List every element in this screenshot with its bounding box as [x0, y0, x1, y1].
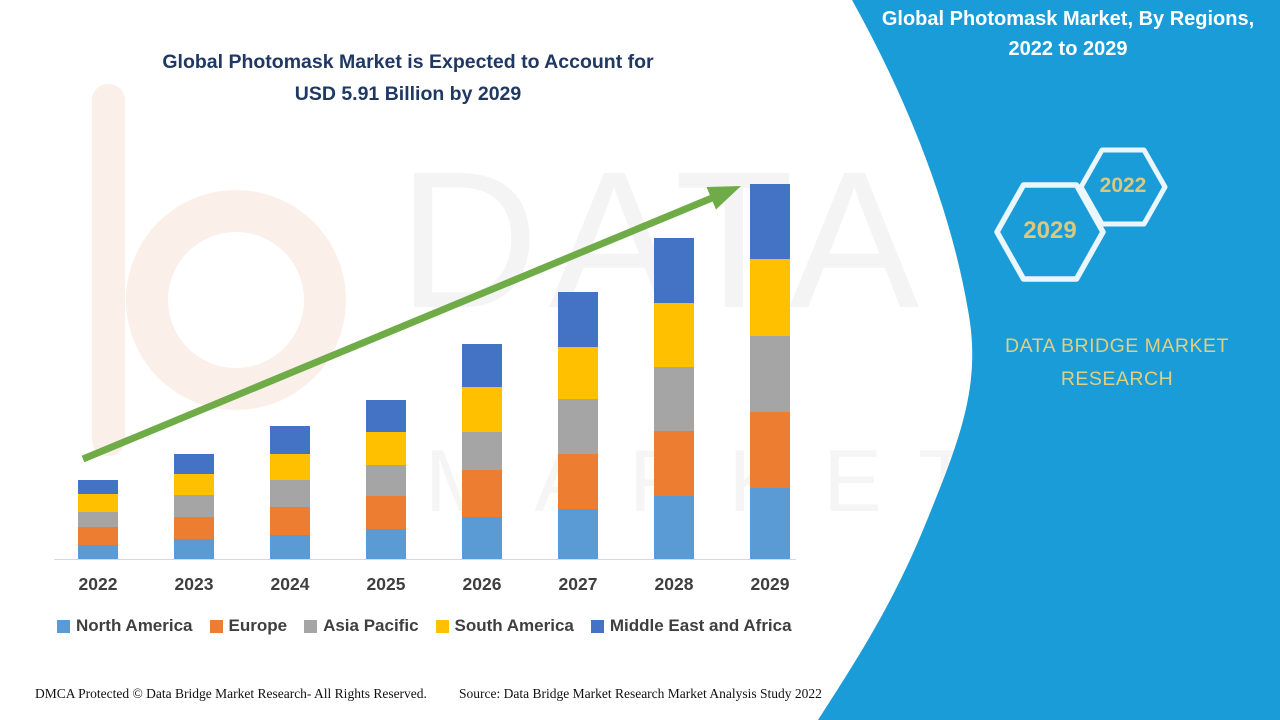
brand-name-line2: RESEARCH [1060, 368, 1174, 390]
stacked-bar-2028 [654, 238, 694, 559]
hexagon-year-2029: 2029 [1023, 217, 1077, 244]
x-axis-label: 2028 [654, 574, 694, 594]
chart-title: Global Photomask Market is Expected to A… [0, 46, 816, 110]
x-axis-label: 2027 [558, 574, 598, 594]
bar-segment [558, 509, 598, 559]
legend-item: Middle East and Africa [590, 616, 792, 636]
legend-label: South America [454, 616, 574, 635]
legend-item: South America [435, 616, 574, 636]
legend-item: Asia Pacific [304, 616, 419, 636]
bar-segment [654, 238, 694, 303]
chart-legend: North America Europe Asia Pacific South Ame… [57, 616, 792, 636]
stacked-bar-2025 [366, 400, 406, 559]
legend-item: North America [57, 616, 193, 636]
bar-segment [462, 432, 502, 470]
bar-segment [366, 496, 406, 529]
bar-segment [78, 494, 118, 512]
legend-label: Middle East and Africa [609, 616, 792, 635]
stacked-bar-2023 [174, 454, 214, 559]
source-text: Source: Data Bridge Market Research Mark… [459, 686, 822, 701]
bar-segment [558, 292, 598, 347]
bar-segment [270, 454, 310, 480]
bar-segment [462, 470, 502, 517]
bar-segment [174, 517, 214, 539]
panel-title: Global Photomask Market, By Regions, 202… [856, 4, 1280, 64]
x-axis-line [54, 559, 796, 560]
bar-segment [558, 454, 598, 509]
bar-segment [78, 512, 118, 527]
bar-segment [654, 367, 694, 431]
legend-item: Europe [209, 616, 288, 636]
bar-segment [78, 527, 118, 545]
bar-segment [654, 496, 694, 559]
x-axis-label: 2024 [270, 574, 310, 594]
chart-title-line2: USD 5.91 Billion by 2029 [294, 83, 522, 105]
bar-segment [174, 495, 214, 517]
legend-swatch [304, 619, 318, 633]
x-axis-label: 2026 [462, 574, 502, 594]
bar-segment [462, 517, 502, 559]
stacked-bar-2022 [78, 480, 118, 559]
bar-segment [558, 347, 598, 399]
x-axis-label: 2029 [750, 574, 790, 594]
legend-label: Europe [228, 616, 288, 635]
bar-segment [270, 507, 310, 535]
bar-segment [174, 474, 214, 495]
dmca-copyright-text: DMCA Protected © Data Bridge Market Rese… [35, 686, 427, 701]
bar-segment [750, 184, 790, 259]
stacked-bar-2026 [462, 344, 502, 559]
bar-segment [750, 488, 790, 559]
bar-segment [366, 529, 406, 559]
legend-label: North America [76, 616, 193, 635]
bar-segment [558, 399, 598, 454]
bar-segment [270, 535, 310, 559]
x-axis-label: 2025 [366, 574, 406, 594]
bar-segment [750, 259, 790, 336]
bar-segment [366, 432, 406, 465]
legend-label: Asia Pacific [323, 616, 419, 635]
bar-segment [174, 539, 214, 559]
bar-segment [654, 303, 694, 367]
x-axis-label: 2022 [78, 574, 118, 594]
bar-segment [78, 480, 118, 494]
hexagon-year-2022: 2022 [1099, 174, 1147, 197]
stacked-bar-2027 [558, 292, 598, 559]
bar-segment [366, 400, 406, 432]
bar-segment [750, 336, 790, 412]
panel-title-line1: Global Photomask Market, By Regions, [881, 8, 1255, 30]
legend-swatch [57, 619, 70, 633]
bar-segment [462, 344, 502, 387]
legend-swatch [435, 619, 449, 633]
stacked-bar-2029 [750, 184, 790, 559]
bar-segment [270, 480, 310, 507]
bar-segment [366, 465, 406, 496]
bar-segment [78, 545, 118, 559]
bar-segment [654, 431, 694, 496]
brand-name: DATA BRIDGE MARKET RESEARCH [953, 330, 1280, 396]
chart-title-line1: Global Photomask Market is Expected to A… [162, 51, 654, 73]
x-axis-label: 2023 [174, 574, 214, 594]
bar-segment [270, 426, 310, 454]
legend-swatch [590, 619, 604, 633]
bar-segment [462, 387, 502, 432]
brand-name-line1: DATA BRIDGE MARKET [1005, 335, 1229, 357]
stacked-bar-2024 [270, 426, 310, 559]
panel-title-line2: 2022 to 2029 [1008, 38, 1128, 60]
legend-swatch [209, 619, 223, 633]
bar-segment [750, 412, 790, 488]
bar-segment [174, 454, 214, 474]
